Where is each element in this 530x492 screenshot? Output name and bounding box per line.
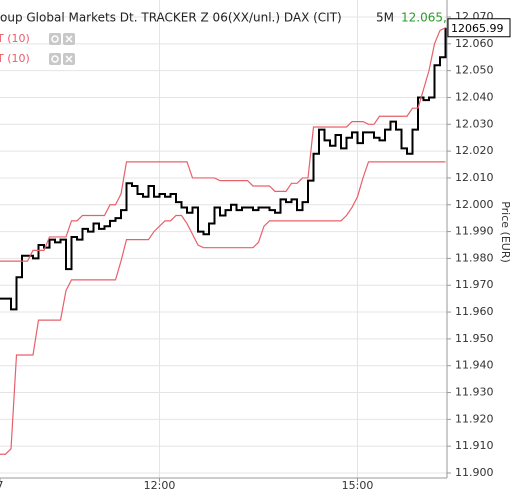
legend-settings-icon xyxy=(49,53,61,65)
y-tick-label: 11.980 xyxy=(455,251,494,264)
y-tick-label: 11.920 xyxy=(455,412,494,425)
legend-settings-icon xyxy=(49,33,61,45)
legend-settings-icon-dot xyxy=(51,55,59,63)
y-tick-label: 11.970 xyxy=(455,278,494,291)
y-tick-label: 12.050 xyxy=(455,64,494,77)
last-quote: 12.065, xyxy=(401,11,447,25)
y-tick-label: 11.900 xyxy=(455,466,494,479)
legend-label: ST (10) xyxy=(0,52,30,65)
legend-remove-x xyxy=(65,55,73,63)
y-tick-label: 12.000 xyxy=(455,198,494,211)
price-line xyxy=(0,27,447,311)
y-tick-label: 12.020 xyxy=(455,144,494,157)
interval: 5M xyxy=(376,11,394,25)
last-price-box xyxy=(447,18,511,38)
x-tick-label: 12:00 xyxy=(144,479,176,492)
legend-label: ST (10) xyxy=(0,32,30,45)
legend-remove-x xyxy=(65,35,73,43)
legend: ST (10) ST (10) xyxy=(0,32,75,65)
y-tick-label: 12.040 xyxy=(455,90,494,103)
legend-settings-icon-dot xyxy=(51,35,59,43)
y-tick-label: 11.940 xyxy=(455,359,494,372)
band-line xyxy=(0,27,446,262)
y-tick-label: 12.060 xyxy=(455,37,494,50)
band-line xyxy=(0,161,446,455)
x-tick-label: 7 xyxy=(0,479,4,492)
y-tick-label: 12.010 xyxy=(455,171,494,184)
y-tick-label: 11.930 xyxy=(455,386,494,399)
plot xyxy=(0,27,447,455)
chart-title: oup Global Markets Dt. TRACKER Z 06(XX/u… xyxy=(0,11,342,25)
y-tick-label: 11.910 xyxy=(455,439,494,452)
y-tick-label: 11.950 xyxy=(455,332,494,345)
y-tick-label: 11.960 xyxy=(455,305,494,318)
x-tick-label: 15:00 xyxy=(342,479,374,492)
last-price-label: 12065.99 xyxy=(451,22,504,35)
y-tick-label: 11.990 xyxy=(455,225,494,238)
y-axis-title: Price (EUR) xyxy=(499,201,512,263)
y-tick-label: 12.030 xyxy=(455,117,494,130)
